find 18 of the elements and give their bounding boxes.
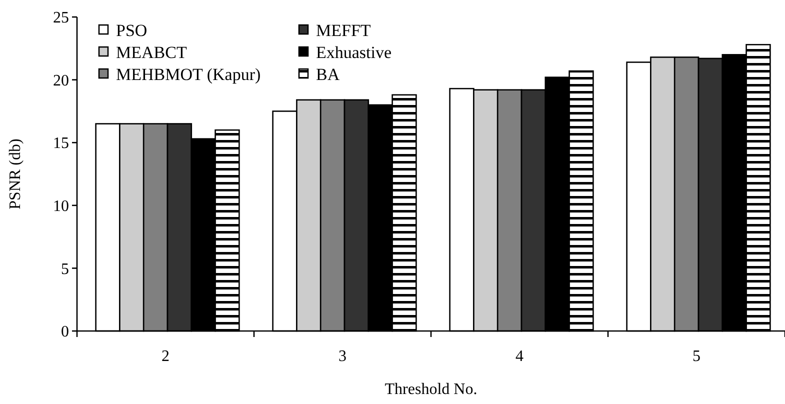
y-tick-label: 25 xyxy=(53,10,69,27)
y-tick-label: 20 xyxy=(53,72,69,90)
y-tick-label: 10 xyxy=(53,198,69,215)
x-axis-title: Threshold No. xyxy=(384,381,478,398)
legend-label: BA xyxy=(316,64,340,84)
legend-label: Exhuastive xyxy=(316,42,392,62)
legend-label: MEHBMOT (Kapur) xyxy=(116,64,261,84)
legend-label: MEABCT xyxy=(116,42,188,62)
y-axis-title: PSNR (db) xyxy=(7,138,24,210)
y-tick-label: 0 xyxy=(61,324,69,341)
x-tick-label: 4 xyxy=(516,348,524,365)
x-tick-label: 5 xyxy=(692,348,700,365)
legend-label: PSO xyxy=(116,20,148,40)
y-tick-label: 15 xyxy=(53,135,69,152)
legend-label: MEFFT xyxy=(316,20,372,40)
y-tick-label: 5 xyxy=(61,260,69,278)
x-tick-label: 2 xyxy=(162,348,170,365)
x-tick-label: 3 xyxy=(338,348,346,365)
